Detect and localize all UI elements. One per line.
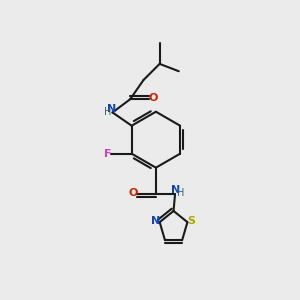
Text: N: N <box>151 216 160 226</box>
Text: H: H <box>103 106 111 117</box>
Text: O: O <box>148 93 158 103</box>
Text: N: N <box>107 103 116 114</box>
Text: S: S <box>187 216 195 226</box>
Text: F: F <box>104 149 111 159</box>
Text: O: O <box>128 188 138 198</box>
Text: N: N <box>171 185 181 195</box>
Text: H: H <box>177 188 184 198</box>
